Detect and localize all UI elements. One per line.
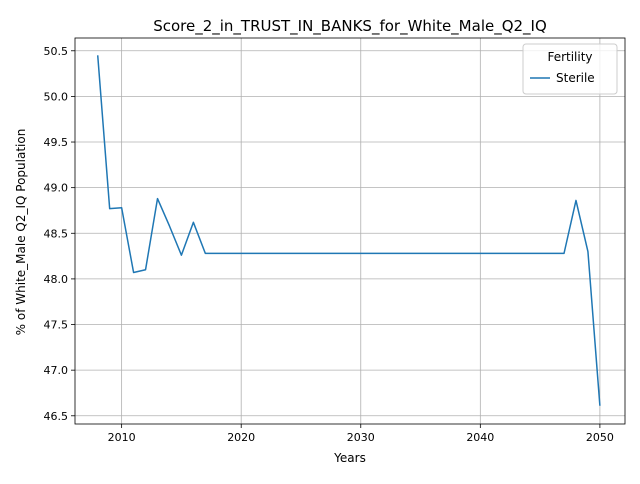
legend-title: Fertility bbox=[547, 50, 592, 64]
x-tick-label: 2040 bbox=[466, 431, 494, 444]
y-axis-label: % of White_Male Q2_IQ Population bbox=[14, 129, 28, 336]
y-tick-label: 49.5 bbox=[44, 136, 69, 149]
y-tick-label: 50.5 bbox=[44, 45, 69, 58]
y-tick-label: 48.0 bbox=[44, 273, 69, 286]
x-tick-label: 2050 bbox=[586, 431, 614, 444]
legend-label-sterile: Sterile bbox=[556, 71, 595, 85]
y-tick-label: 47.0 bbox=[44, 364, 69, 377]
x-tick-label: 2020 bbox=[227, 431, 255, 444]
y-axis-ticks: 46.5 47.0 47.5 48.0 48.5 49.0 49.5 50.0 50.5 bbox=[44, 45, 75, 423]
x-tick-label: 2030 bbox=[347, 431, 375, 444]
grid bbox=[75, 38, 625, 424]
series-layer bbox=[96, 55, 601, 406]
series-line-sterile bbox=[96, 55, 601, 406]
legend: Fertility Sterile bbox=[522, 43, 618, 95]
chart-title: Score_2_in_TRUST_IN_BANKS_for_White_Male… bbox=[153, 17, 547, 36]
y-tick-label: 48.5 bbox=[44, 227, 69, 240]
y-tick-label: 49.0 bbox=[44, 182, 69, 195]
plot-frame bbox=[74, 37, 626, 425]
legend-box bbox=[522, 43, 618, 95]
y-tick-label: 50.0 bbox=[44, 90, 69, 103]
x-axis-ticks: 2010 2020 2030 2040 2050 bbox=[108, 424, 614, 444]
x-tick-label: 2010 bbox=[108, 431, 136, 444]
y-tick-label: 47.5 bbox=[44, 319, 69, 332]
y-tick-label: 46.5 bbox=[44, 410, 69, 423]
x-axis-label: Years bbox=[333, 451, 366, 465]
